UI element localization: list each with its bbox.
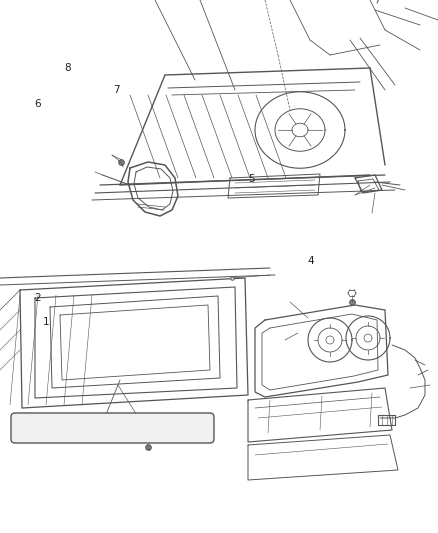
Text: 5: 5 bbox=[248, 174, 255, 183]
Text: 8: 8 bbox=[64, 63, 71, 73]
Text: 6: 6 bbox=[34, 99, 41, 109]
FancyBboxPatch shape bbox=[11, 413, 214, 443]
Text: 4: 4 bbox=[307, 256, 314, 266]
Text: 7: 7 bbox=[113, 85, 120, 94]
Text: 2: 2 bbox=[34, 294, 41, 303]
Text: 1: 1 bbox=[42, 318, 49, 327]
